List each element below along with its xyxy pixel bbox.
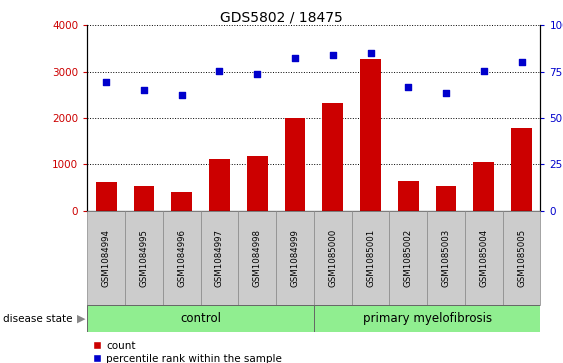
Bar <box>209 159 230 211</box>
Bar <box>360 59 381 211</box>
Text: primary myelofibrosis: primary myelofibrosis <box>363 312 491 325</box>
Bar <box>436 186 457 211</box>
Point <box>215 68 224 74</box>
Text: GSM1084997: GSM1084997 <box>215 229 224 287</box>
Bar <box>200 211 238 305</box>
Text: GSM1084998: GSM1084998 <box>253 229 262 287</box>
Bar <box>247 156 267 211</box>
Bar <box>427 211 465 305</box>
Bar <box>238 211 276 305</box>
Point <box>253 71 262 77</box>
Bar <box>125 211 163 305</box>
Text: GSM1085004: GSM1085004 <box>479 229 488 287</box>
Bar <box>323 103 343 211</box>
Bar <box>87 211 125 305</box>
Point <box>479 68 488 74</box>
Bar <box>352 211 390 305</box>
Bar <box>390 211 427 305</box>
Text: GDS5802 / 18475: GDS5802 / 18475 <box>220 11 343 25</box>
Bar <box>163 211 200 305</box>
Bar <box>285 118 305 211</box>
Point <box>102 79 111 85</box>
Point <box>328 52 337 58</box>
Bar <box>473 162 494 211</box>
Bar <box>398 181 419 211</box>
Text: disease state: disease state <box>3 314 72 323</box>
Bar <box>276 211 314 305</box>
Text: GSM1085000: GSM1085000 <box>328 229 337 287</box>
Point <box>404 85 413 90</box>
Bar <box>465 211 503 305</box>
Text: ▶: ▶ <box>77 314 86 323</box>
Point <box>441 90 450 96</box>
Bar <box>87 305 314 332</box>
Legend: count, percentile rank within the sample: count, percentile rank within the sample <box>92 341 282 363</box>
Point <box>140 87 149 93</box>
Text: GSM1084994: GSM1084994 <box>102 229 111 287</box>
Text: GSM1085002: GSM1085002 <box>404 229 413 287</box>
Bar <box>133 186 154 211</box>
Text: GSM1085001: GSM1085001 <box>366 229 375 287</box>
Bar <box>171 192 192 211</box>
Bar <box>314 211 352 305</box>
Text: GSM1085003: GSM1085003 <box>441 229 450 287</box>
Bar <box>511 128 532 211</box>
Text: GSM1084996: GSM1084996 <box>177 229 186 287</box>
Bar <box>503 211 540 305</box>
Point <box>177 92 186 98</box>
Text: GSM1084999: GSM1084999 <box>291 229 300 287</box>
Bar <box>314 305 540 332</box>
Text: GSM1085005: GSM1085005 <box>517 229 526 287</box>
Point <box>366 50 375 56</box>
Point <box>291 55 300 61</box>
Text: GSM1084995: GSM1084995 <box>140 229 149 287</box>
Bar <box>96 182 117 211</box>
Point <box>517 60 526 65</box>
Text: control: control <box>180 312 221 325</box>
